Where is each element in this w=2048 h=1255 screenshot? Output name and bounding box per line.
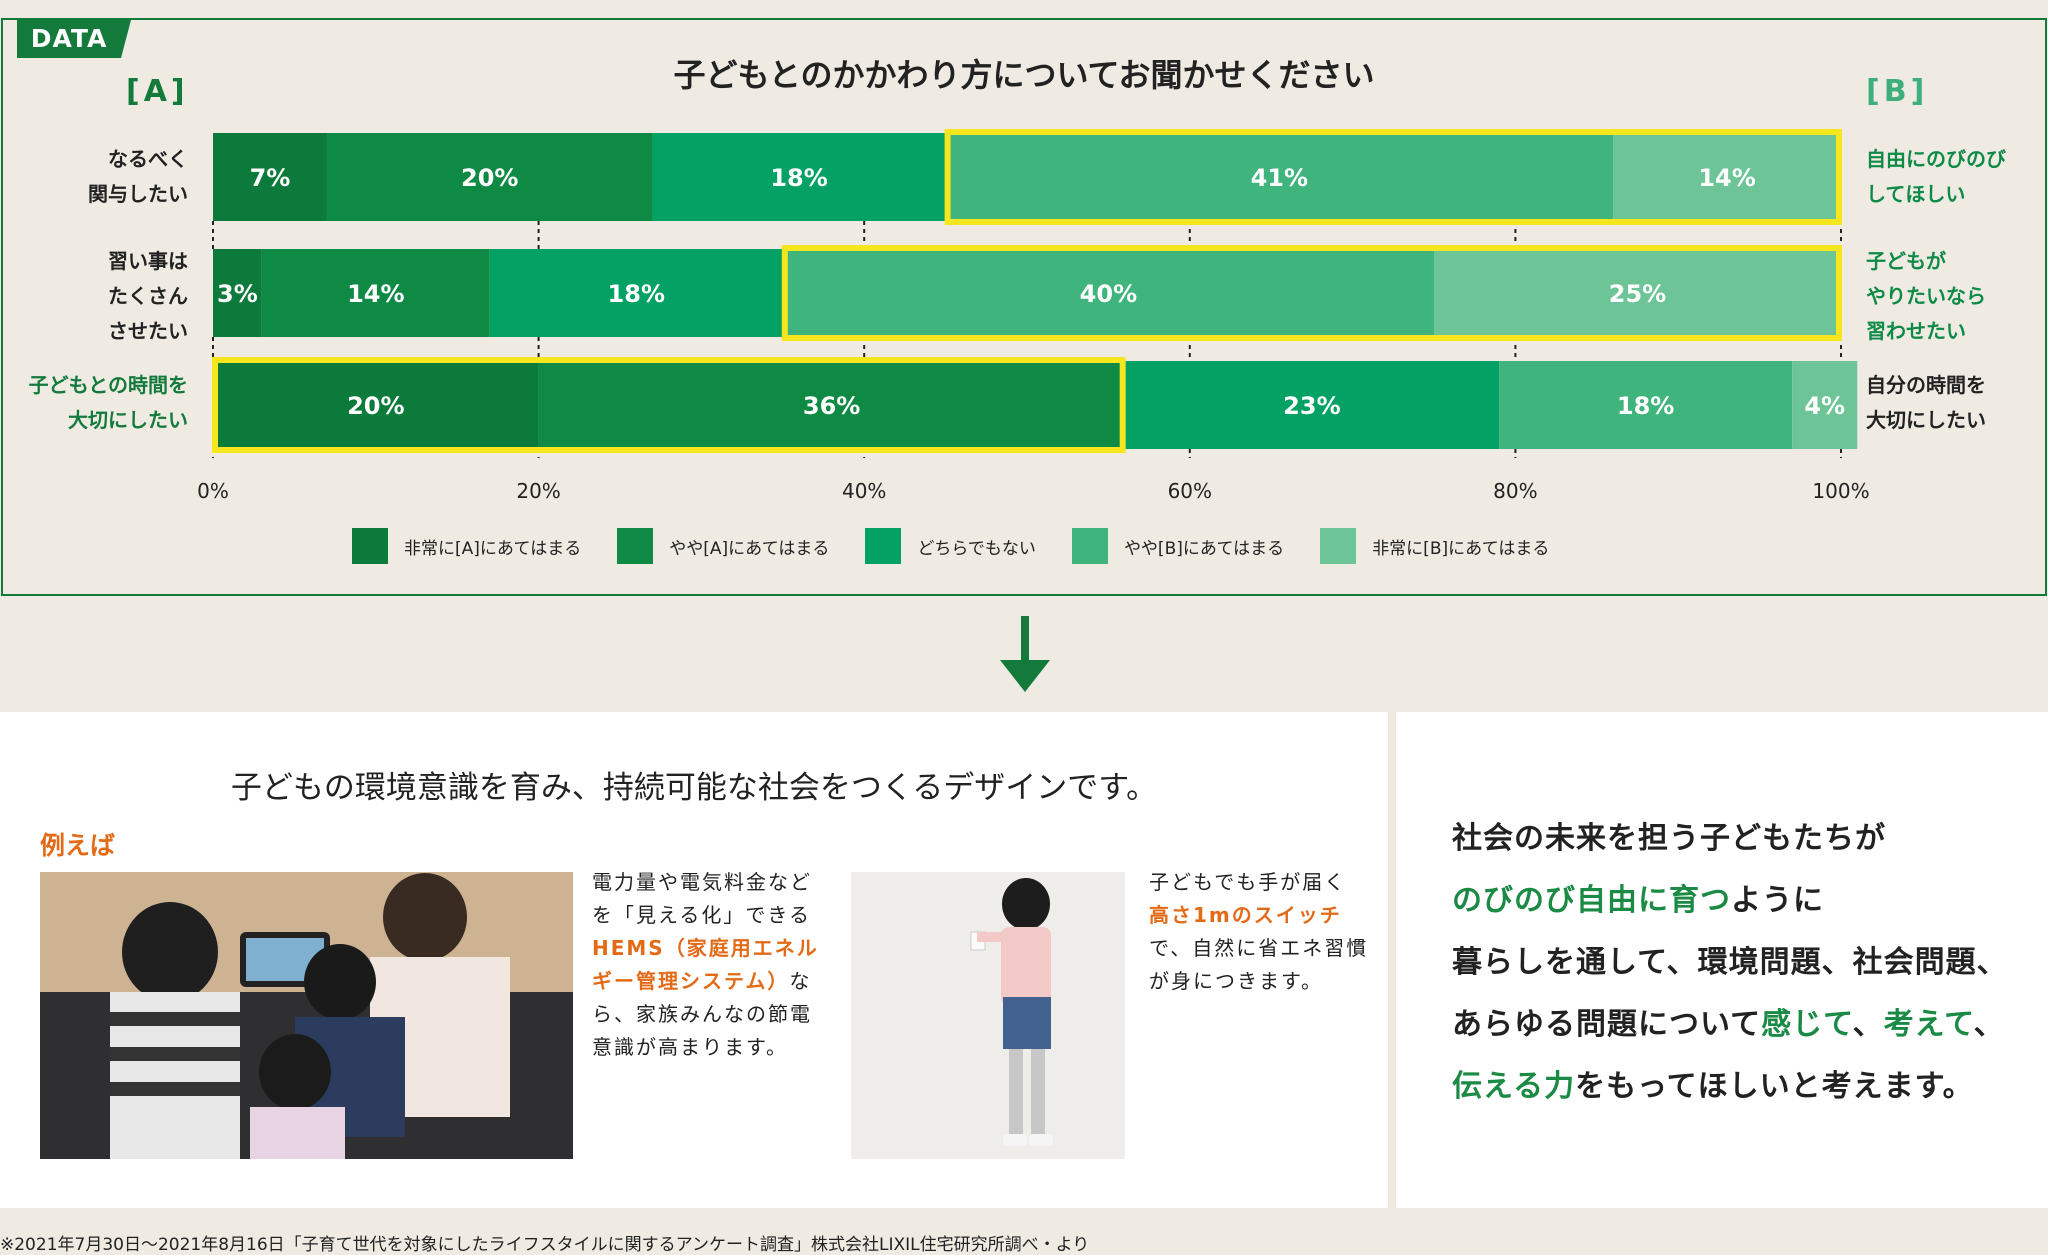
legend-label: 非常に[A]にあてはまる bbox=[404, 538, 582, 559]
message-line-5: 伝える力をもってほしいと考えます。 bbox=[1452, 1056, 2008, 1118]
bar-segment bbox=[213, 133, 327, 221]
legend-label: どちらでもない bbox=[917, 538, 1036, 559]
bar-segment bbox=[782, 249, 1434, 337]
chart-title: 子どもとのかかわり方についてお聞かせください bbox=[673, 56, 1375, 94]
child-switch-photo bbox=[851, 872, 1125, 1159]
x-tick-label: 80% bbox=[1493, 479, 1537, 503]
row1-a-label: なるべく 関与したい bbox=[88, 147, 188, 206]
row3-b-label: 自分の時間を 大切にしたい bbox=[1866, 373, 1986, 432]
switch-text-pre: 子どもでも手が届く bbox=[1149, 870, 1347, 894]
message-highlight: 伝える力 bbox=[1452, 1069, 1576, 1104]
legend-label: 非常に[B]にあてはまる bbox=[1372, 538, 1550, 559]
bar-segment bbox=[1499, 361, 1793, 449]
example-label: 例えば bbox=[40, 831, 116, 860]
legend-swatch bbox=[1320, 528, 1357, 564]
bar-value-label: 18% bbox=[1617, 392, 1674, 420]
family-tablet-photo bbox=[40, 872, 573, 1159]
legend-label: やや[B]にあてはまる bbox=[1123, 538, 1285, 559]
message-text: 、 bbox=[1852, 1007, 1884, 1042]
legend-swatch bbox=[1071, 528, 1108, 564]
legend-swatch bbox=[352, 528, 388, 564]
row2-a-label: 習い事は たくさん させたい bbox=[108, 249, 188, 343]
bar-segment bbox=[213, 361, 539, 449]
footnote: ※2021年7月30日〜2021年8月16日「子育て世代を対象にしたライフスタイ… bbox=[0, 1235, 1090, 1255]
legend-swatch bbox=[617, 528, 654, 564]
bar-value-label: 36% bbox=[803, 392, 860, 420]
row2-b-label: 子どもが やりたいなら 習わせたい bbox=[1866, 249, 1986, 343]
legend-swatch bbox=[865, 528, 902, 564]
hems-highlight: HEMS（家庭用エネルギー管理システム） bbox=[592, 936, 819, 993]
highlight-box bbox=[944, 129, 1842, 225]
message-text: 社会の未来を担う子どもたちが のびのび自由に育つように 暮らしを通して、環境問題… bbox=[1452, 808, 2008, 1118]
bar-value-label: 18% bbox=[770, 164, 827, 192]
bar-segment bbox=[652, 133, 946, 221]
message-highlight: のびのび自由に育つ bbox=[1452, 883, 1731, 918]
bar-segment bbox=[1434, 249, 1841, 337]
message-highlight: 感じて bbox=[1761, 1007, 1853, 1042]
x-tick-label: 100% bbox=[1812, 479, 1869, 503]
bar-value-label: 20% bbox=[461, 164, 518, 192]
bar-segment bbox=[326, 133, 653, 221]
legend-item: 非常に[B]にあてはまる bbox=[1320, 528, 1549, 564]
data-tag: DATA bbox=[17, 20, 131, 58]
bar-value-label: 3% bbox=[217, 280, 258, 308]
switch-description: 子どもでも手が届く 高さ1mのスイッチで、自然に省エネ習慣が身につきます。 bbox=[1149, 866, 1369, 998]
x-tick-label: 60% bbox=[1168, 479, 1212, 503]
switch-highlight: 高さ1mのスイッチ bbox=[1149, 903, 1342, 927]
legend-item: やや[B]にあてはまる bbox=[1071, 528, 1285, 564]
highlight-box bbox=[781, 245, 1842, 341]
message-text: 、 bbox=[1973, 1007, 2005, 1042]
down-arrow-icon bbox=[1000, 616, 1050, 692]
bar-value-label: 4% bbox=[1804, 392, 1845, 420]
bar-segment bbox=[1613, 133, 1841, 221]
message-text: ように bbox=[1731, 883, 1824, 918]
bar-segment bbox=[945, 133, 1614, 221]
x-tick-label: 40% bbox=[842, 479, 886, 503]
bar-value-label: 23% bbox=[1283, 392, 1340, 420]
x-tick-label: 0% bbox=[197, 479, 229, 503]
legend-item: どちらでもない bbox=[865, 528, 1036, 564]
legend-item: やや[A]にあてはまる bbox=[617, 528, 829, 564]
message-highlight: 考えて bbox=[1883, 1007, 1974, 1042]
hems-text-post: なら、家族みんなの節電意識が高まります。 bbox=[592, 969, 812, 1059]
bar-segment bbox=[489, 249, 783, 337]
bar-value-label: 14% bbox=[347, 280, 404, 308]
bar-segment bbox=[213, 249, 262, 337]
bar-segment bbox=[1792, 361, 1858, 449]
bar-value-label: 20% bbox=[347, 392, 404, 420]
bar-value-label: 7% bbox=[250, 164, 291, 192]
x-tick-label: 20% bbox=[516, 479, 560, 503]
message-line-4: あらゆる問題について感じて、考えて、 bbox=[1452, 994, 2008, 1056]
bar-segment bbox=[261, 249, 490, 337]
bar-segment bbox=[538, 361, 1125, 449]
bar-value-label: 18% bbox=[608, 280, 665, 308]
bar-segment bbox=[1124, 361, 1500, 449]
switch-text-post: で、自然に省エネ習慣が身につきます。 bbox=[1149, 936, 1369, 993]
chart-legend: 非常に[A]にあてはまる やや[A]にあてはまる どちらでもない やや[B]にあ… bbox=[352, 528, 1585, 564]
row3-a-label: 子どもとの時間を 大切にしたい bbox=[28, 373, 188, 432]
message-line-2: のびのび自由に育つように bbox=[1452, 870, 2008, 932]
bar-value-label: 14% bbox=[1698, 164, 1755, 192]
side-b-marker: [B] bbox=[1866, 74, 1929, 109]
message-text: をもってほしいと考えます。 bbox=[1575, 1069, 1974, 1104]
message-text: あらゆる問題について bbox=[1452, 1007, 1762, 1042]
bar-value-label: 25% bbox=[1609, 280, 1666, 308]
legend-item: 非常に[A]にあてはまる bbox=[352, 528, 581, 564]
side-a-marker: [A] bbox=[126, 74, 189, 109]
design-title: 子どもの環境意識を育み、持続可能な社会をつくるデザインです。 bbox=[230, 770, 1158, 806]
row1-b-label: 自由にのびのび してほしい bbox=[1866, 147, 2006, 206]
message-panel bbox=[1396, 712, 2048, 1208]
highlight-box bbox=[212, 357, 1126, 453]
bar-value-label: 40% bbox=[1080, 280, 1137, 308]
message-line-1: 社会の未来を担う子どもたちが bbox=[1452, 821, 1886, 856]
hems-text-pre: 電力量や電気料金などを「見える化」できる bbox=[592, 870, 812, 927]
stacked-bar-chart: 7% 20% 18% 41% 14% 3% 14% 18% 40% 25% 20% 36% 23% 18%… bbox=[197, 129, 1870, 503]
legend-label: やや[A]にあてはまる bbox=[669, 538, 830, 559]
message-line-3: 暮らしを通して、環境問題、社会問題、 bbox=[1452, 945, 2008, 980]
bar-value-label: 41% bbox=[1251, 164, 1308, 192]
hems-description: 電力量や電気料金などを「見える化」できる HEMS（家庭用エネルギー管理システム）… bbox=[592, 866, 822, 1064]
